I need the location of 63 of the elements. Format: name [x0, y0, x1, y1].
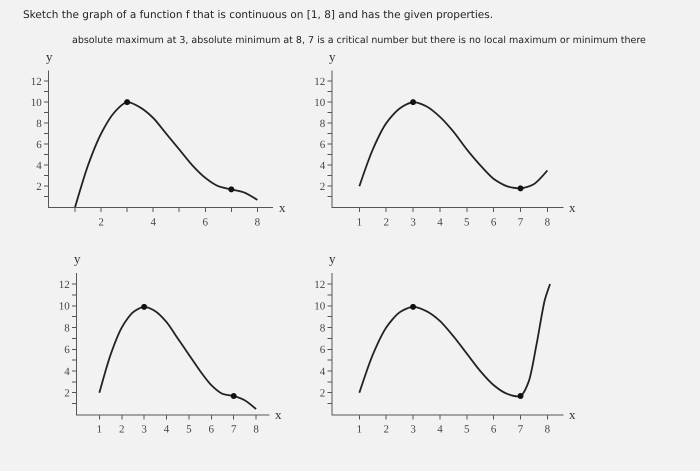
x-tick-label: 6	[208, 424, 215, 436]
x-tick-label: 8	[254, 216, 261, 228]
x-tick-label: 5	[186, 424, 192, 436]
line-series	[358, 283, 551, 398]
x-tick-label: 3	[410, 424, 416, 436]
x-tick-label: 8	[544, 216, 551, 228]
y-tick-label: 12	[30, 76, 42, 88]
y-tick-label: 4	[64, 366, 70, 378]
x-tick-label: 6	[202, 216, 209, 228]
x-tick-label: 8	[253, 424, 260, 436]
x-tick-label: 3	[141, 424, 148, 436]
y-tick-label: 10	[314, 300, 326, 313]
y-axis-title: y	[329, 251, 336, 266]
y-tick-label: 4	[320, 366, 326, 378]
y-tick-label: 8	[36, 118, 42, 130]
x-tick-label: 4	[437, 424, 444, 436]
y-tick-label: 10	[58, 300, 70, 313]
x-tick-label: 5	[464, 424, 470, 436]
y-axis-title: y	[329, 49, 336, 64]
x-tick-label: 5	[464, 216, 470, 228]
x-axis-title: x	[279, 200, 286, 215]
y-tick-label: 10	[30, 97, 42, 110]
x-tick-label: 4	[437, 216, 444, 228]
y-axis-title: y	[46, 49, 53, 64]
x-tick-label: 6	[490, 216, 497, 228]
x-tick-label: 7	[518, 216, 524, 228]
x-tick-label: 2	[383, 424, 389, 436]
x-tick-label: 2	[383, 216, 389, 228]
x-tick-label: 4	[164, 424, 170, 436]
y-tick-label: 4	[320, 160, 326, 172]
x-axis-title: x	[569, 200, 576, 215]
y-tick-label: 8	[320, 322, 326, 334]
y-tick-label: 10	[314, 97, 326, 110]
y-tick-label: 12	[314, 278, 326, 291]
y-tick-label: 8	[320, 118, 326, 130]
x-tick-label: 1	[96, 424, 102, 436]
y-tick-label: 2	[36, 181, 42, 194]
x-tick-label: 7	[518, 424, 524, 436]
y-tick-label: 12	[314, 76, 326, 88]
y-tick-label: 6	[320, 139, 326, 152]
x-tick-label: 1	[356, 424, 362, 436]
y-tick-label: 2	[320, 181, 326, 194]
y-tick-label: 4	[36, 160, 42, 172]
x-tick-label: 7	[230, 424, 237, 436]
x-tick-label: 3	[410, 216, 416, 228]
y-tick-label: 2	[64, 388, 70, 400]
x-tick-label: 2	[119, 424, 125, 436]
x-tick-label: 1	[356, 216, 362, 228]
x-axis-title: x	[275, 407, 282, 422]
x-tick-label: 4	[150, 216, 156, 228]
text: absolute maximum at 3, absolute minimum at 8, 7 is a critical number but there is no local maximum or minimum there	[72, 35, 646, 46]
x-tick-label: 6	[490, 424, 497, 436]
y-tick-label: 6	[36, 139, 42, 152]
y-tick-label: 8	[64, 322, 70, 334]
x-tick-label: 2	[98, 216, 104, 228]
y-tick-label: 6	[320, 344, 326, 356]
x-axis-title: x	[569, 407, 576, 422]
x-tick-label: 8	[544, 424, 551, 436]
y-tick-label: 2	[320, 388, 326, 400]
y-tick-label: 12	[58, 278, 70, 291]
chart-title: Sketch the graph of a function f that is continuous on [1, 8] and has the given properties.	[23, 9, 494, 21]
y-axis-title: y	[74, 251, 81, 266]
y-tick-label: 6	[64, 344, 70, 356]
